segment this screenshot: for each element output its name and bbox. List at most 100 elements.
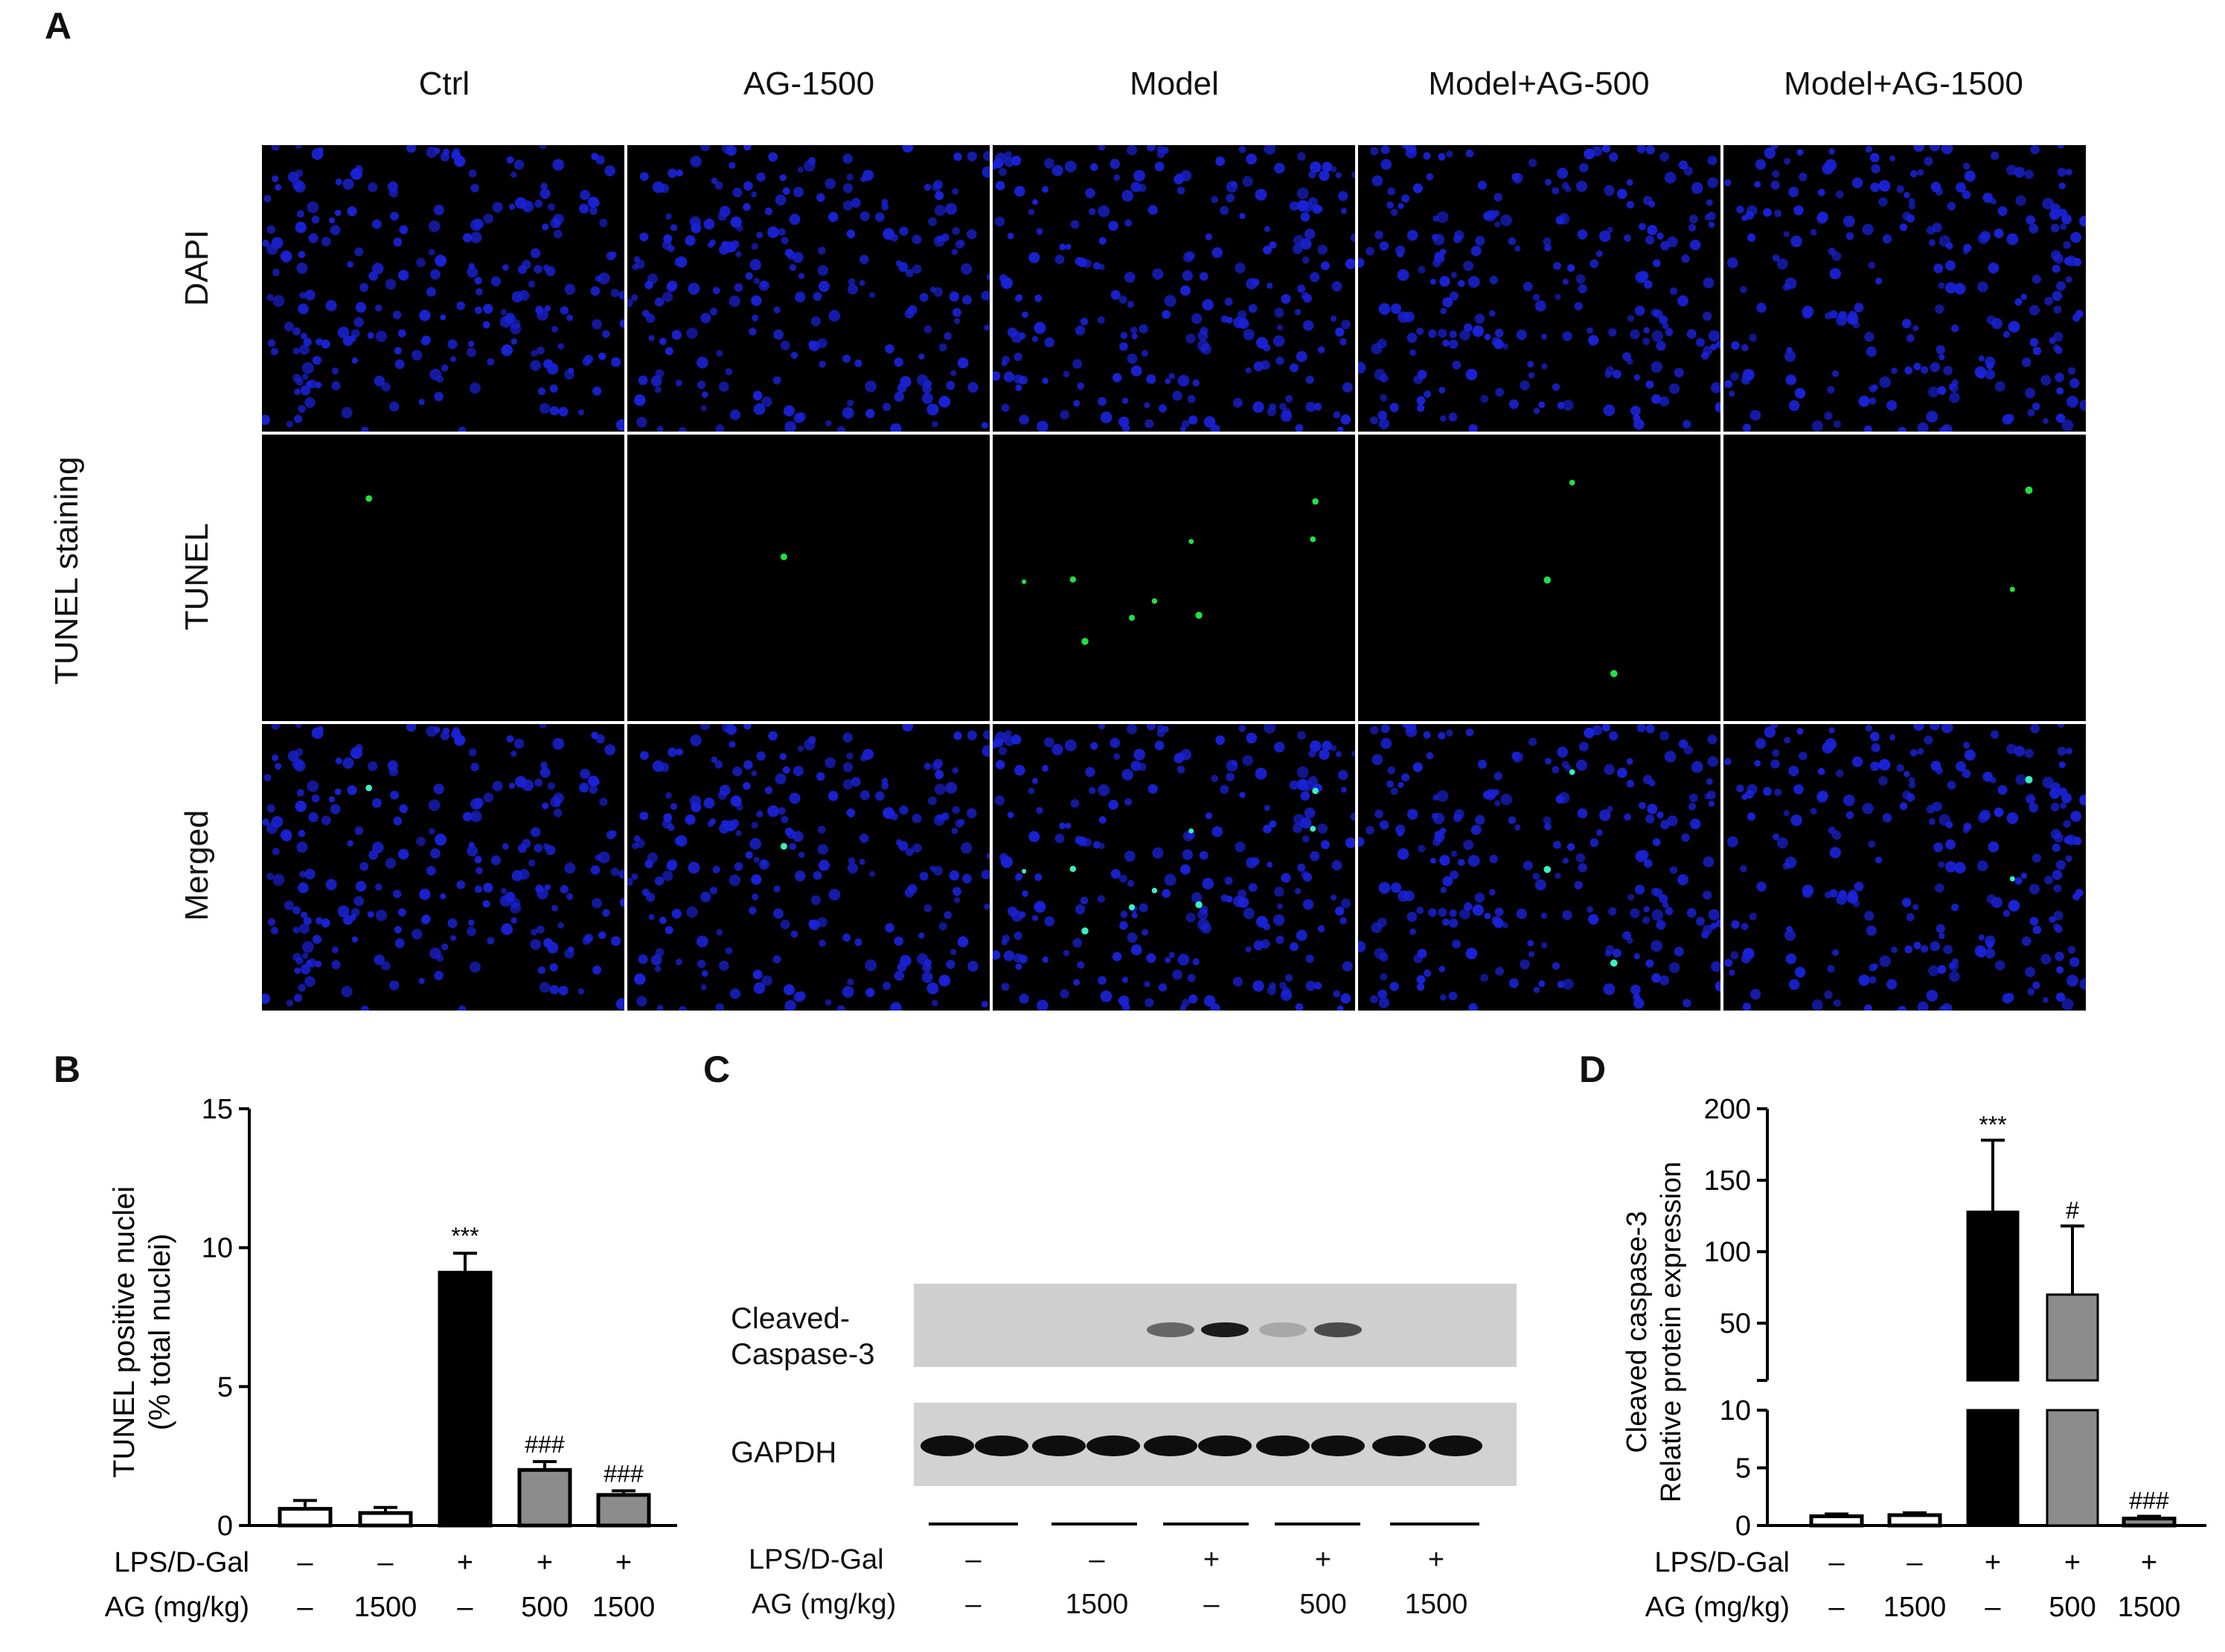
c-lps-value: – bbox=[965, 1544, 982, 1575]
d-ylabel-1: Cleaved caspase-3 bbox=[1621, 1211, 1653, 1453]
b-significance: *** bbox=[451, 1223, 478, 1249]
band-gapdh bbox=[1311, 1435, 1365, 1456]
micrograph-merged-0 bbox=[262, 724, 624, 1011]
western-blot bbox=[914, 1284, 1517, 1486]
panel-d-letter: D bbox=[1579, 1048, 1607, 1090]
micrograph-merged-1 bbox=[627, 724, 990, 1011]
b-bar-2 bbox=[438, 1270, 493, 1528]
d-bar-2-upper bbox=[1966, 1210, 2020, 1382]
microscopy-grid bbox=[262, 145, 2089, 1012]
band-gapdh bbox=[1198, 1435, 1252, 1456]
micrograph-tunel-1 bbox=[627, 435, 990, 721]
column-header-1: AG-1500 bbox=[743, 65, 875, 102]
band-gapdh bbox=[1144, 1435, 1197, 1456]
lps-value: + bbox=[2141, 1547, 2157, 1578]
b-ylabel-1: TUNEL positive nuclei bbox=[108, 1186, 141, 1478]
ag-label: AG (mg/kg) bbox=[105, 1592, 249, 1623]
lps-value: – bbox=[377, 1547, 394, 1578]
band-gapdh bbox=[1256, 1435, 1310, 1456]
micrograph-tunel-0 bbox=[262, 435, 624, 721]
band-gapdh bbox=[1372, 1435, 1426, 1456]
d-bar-1 bbox=[1887, 1513, 1942, 1528]
b-ylabel-2: (% total nuclei) bbox=[144, 1234, 176, 1431]
b-bar-4 bbox=[596, 1493, 651, 1528]
column-header-3: Model+AG-500 bbox=[1428, 65, 1650, 102]
ag-label: AG (mg/kg) bbox=[1645, 1592, 1790, 1623]
band-gapdh bbox=[975, 1435, 1028, 1456]
panel-c-letter: C bbox=[703, 1048, 731, 1090]
band-gapdh bbox=[1429, 1435, 1482, 1456]
micrograph-merged-4 bbox=[1723, 724, 2086, 1011]
lane-group-lines bbox=[929, 1523, 1479, 1525]
micrograph-dapi-2 bbox=[993, 145, 1355, 432]
lps-value: + bbox=[537, 1547, 553, 1578]
band-caspase3 bbox=[1314, 1322, 1362, 1337]
b-ytick-label: 10 bbox=[202, 1233, 233, 1264]
micrograph-dapi-3 bbox=[1358, 145, 1720, 432]
b-significance: ### bbox=[604, 1460, 644, 1487]
d-ylabel-2: Relative protein expression bbox=[1656, 1162, 1687, 1502]
ag-value: – bbox=[1985, 1592, 2001, 1623]
c-ag-value: 500 bbox=[1299, 1589, 1347, 1620]
column-header-2: Model bbox=[1130, 65, 1219, 102]
band-gapdh bbox=[1086, 1435, 1140, 1456]
lps-value: + bbox=[615, 1547, 632, 1578]
row-header-dapi: DAPI bbox=[179, 229, 215, 307]
d-ytick-label: 0 bbox=[1735, 1511, 1751, 1542]
c-lps-label: LPS/D-Gal bbox=[749, 1544, 884, 1575]
d-bar-4 bbox=[2122, 1517, 2177, 1528]
d-ytick-label: 100 bbox=[1704, 1237, 1751, 1268]
micrograph-tunel-3 bbox=[1358, 435, 1720, 721]
band-gapdh bbox=[921, 1435, 974, 1456]
band-caspase3 bbox=[1259, 1322, 1307, 1337]
d-ytick-label: 200 bbox=[1704, 1094, 1751, 1125]
column-header-0: Ctrl bbox=[418, 65, 470, 102]
b-bar-0 bbox=[278, 1507, 333, 1528]
d-bar-3-lower bbox=[2046, 1409, 2099, 1527]
c-ag-value: 1500 bbox=[1065, 1589, 1129, 1620]
d-significance: *** bbox=[1979, 1111, 2006, 1138]
lps-value: – bbox=[1828, 1547, 1845, 1578]
b-bar-1 bbox=[358, 1511, 413, 1528]
c-lps-value: + bbox=[1427, 1544, 1445, 1575]
micrograph-merged-3 bbox=[1358, 724, 1720, 1011]
b-bar-3 bbox=[517, 1467, 572, 1528]
b-ytick-label: 5 bbox=[217, 1371, 233, 1403]
ag-value: 1500 bbox=[354, 1592, 417, 1623]
d-ytick-label: 150 bbox=[1704, 1165, 1751, 1197]
band-caspase3 bbox=[1147, 1322, 1194, 1337]
band-label-gapdh: GAPDH bbox=[731, 1436, 837, 1469]
micrograph-dapi-4 bbox=[1723, 145, 2086, 432]
lps-value: + bbox=[457, 1547, 473, 1578]
chart-d-cleaved-caspase3: 50 100 150 200 0 5 10 Cleaved caspase-3 Relative… bbox=[1621, 1094, 2206, 1623]
ag-value: 500 bbox=[521, 1592, 568, 1623]
d-ytick-label: 5 bbox=[1735, 1453, 1751, 1485]
ag-value: 1500 bbox=[1883, 1592, 1947, 1623]
micrograph-tunel-4 bbox=[1723, 435, 2086, 721]
micrograph-dapi-0 bbox=[262, 145, 624, 432]
b-ytick-label: 15 bbox=[202, 1094, 233, 1125]
b-ytick-label: 0 bbox=[217, 1511, 233, 1542]
d-significance: # bbox=[2066, 1197, 2079, 1224]
tunel-staining-title: TUNEL staining bbox=[48, 456, 85, 685]
band-label-cleaved-line2: Caspase-3 bbox=[731, 1338, 875, 1371]
d-ytick-label: 10 bbox=[1720, 1395, 1751, 1427]
lps-value: – bbox=[1907, 1547, 1923, 1578]
b-significance: ### bbox=[525, 1431, 565, 1458]
d-bar-3-upper bbox=[2046, 1293, 2099, 1382]
ag-value: 1500 bbox=[592, 1592, 656, 1623]
band-gapdh bbox=[1032, 1435, 1086, 1456]
band-caspase3 bbox=[1201, 1322, 1249, 1337]
row-header-merged: Merged bbox=[179, 810, 215, 921]
ag-value: – bbox=[457, 1592, 473, 1623]
band-label-cleaved: Cleaved- Caspase-3 bbox=[731, 1301, 874, 1372]
c-lps-value: + bbox=[1203, 1544, 1220, 1575]
micrograph-tunel-2 bbox=[993, 435, 1355, 721]
c-ag-value: – bbox=[1203, 1589, 1220, 1620]
panel-b-letter: B bbox=[54, 1048, 81, 1090]
ag-value: 1500 bbox=[2118, 1592, 2181, 1623]
band-label-cleaved-line1: Cleaved- bbox=[731, 1302, 851, 1335]
c-ag-value: – bbox=[965, 1589, 982, 1620]
micrograph-merged-2 bbox=[993, 724, 1355, 1011]
micrograph-dapi-1 bbox=[627, 145, 990, 432]
